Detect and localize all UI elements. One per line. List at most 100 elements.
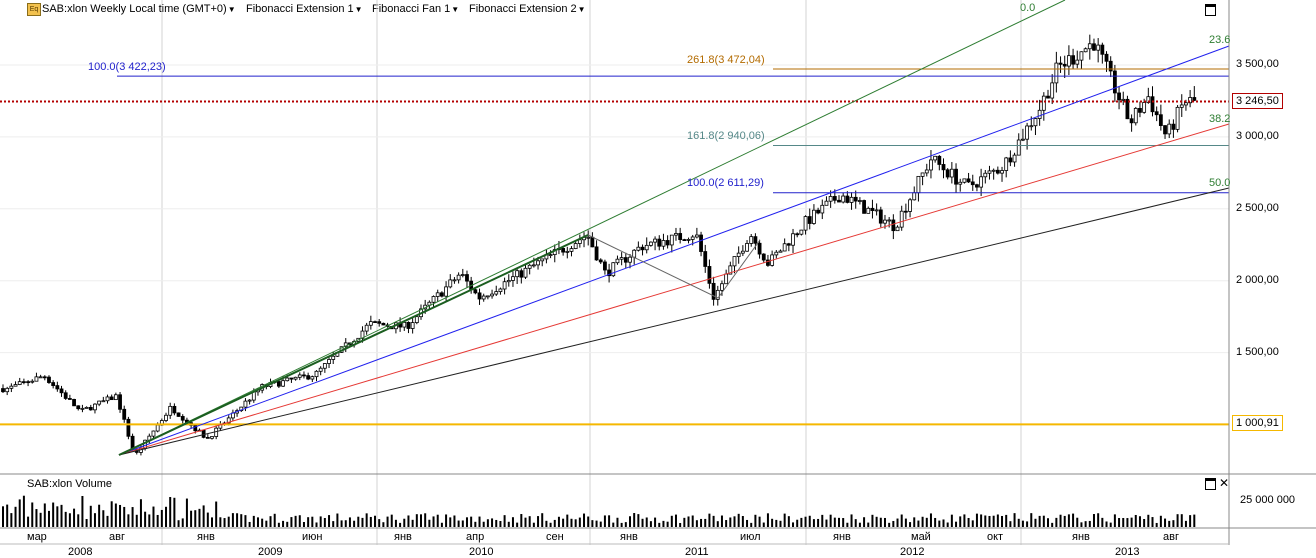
candle-body: [1092, 43, 1096, 51]
volume-bar: [687, 516, 690, 527]
volume-bar: [1168, 520, 1171, 527]
fib-fan-0-line: [118, 0, 1066, 456]
volume-bar: [390, 514, 393, 527]
candle-body: [84, 406, 89, 409]
candle-body: [1125, 98, 1130, 120]
candle-body: [887, 219, 892, 222]
candle-body: [502, 281, 507, 290]
menu-fibonacci-fan-1[interactable]: Fibonacci Fan 1▼: [372, 3, 459, 15]
candle-body: [1075, 59, 1080, 65]
candle-body: [678, 233, 683, 240]
candle-body: [1046, 95, 1050, 99]
close-icon[interactable]: ✕: [1219, 476, 1230, 490]
maximize-icon[interactable]: [1205, 478, 1216, 490]
volume-bar: [988, 515, 991, 527]
price-tick: 2 000,00: [1236, 274, 1279, 286]
volume-bar: [223, 518, 226, 527]
volume-bar: [879, 517, 882, 527]
maximize-icon[interactable]: [1205, 4, 1216, 16]
candle-body: [674, 233, 678, 236]
candle-body: [30, 380, 35, 383]
volume-bars: [2, 495, 1196, 527]
candle-body: [941, 164, 946, 171]
volume-bar: [336, 513, 339, 527]
volume-bar: [750, 522, 753, 527]
volume-bar: [971, 520, 974, 527]
candle-body: [778, 250, 783, 253]
year-label: 2011: [685, 546, 709, 558]
month-label: мар: [27, 531, 47, 543]
chart-title[interactable]: SAB:xlon Weekly Local time (GMT+0)▼: [42, 3, 236, 15]
volume-bar: [904, 518, 907, 527]
volume-bar: [1030, 513, 1033, 527]
candle-body: [281, 380, 285, 387]
volume-bar: [921, 516, 924, 527]
candle-body: [803, 216, 808, 231]
candle-body: [536, 260, 540, 266]
volume-bar: [110, 501, 113, 527]
volume-bar: [461, 520, 464, 527]
menu-fibonacci-extension-1[interactable]: Fibonacci Extension 1▼: [246, 3, 363, 15]
volume-bar: [833, 517, 836, 527]
candle-body: [226, 417, 231, 424]
volume-bar: [252, 515, 255, 527]
candle-body: [878, 209, 883, 224]
volume-bar: [683, 517, 686, 527]
candle-body: [331, 355, 336, 360]
volume-bar: [156, 514, 159, 527]
menu-fibonacci-extension-2[interactable]: Fibonacci Extension 2▼: [469, 3, 586, 15]
candle-body: [724, 273, 729, 285]
volume-bar: [591, 520, 594, 527]
volume-bar: [206, 512, 209, 527]
candle-body: [473, 289, 478, 294]
candle-body: [949, 168, 954, 178]
candle-body: [105, 396, 110, 402]
volume-bar: [708, 513, 711, 527]
candle-body: [908, 199, 912, 212]
candle-body: [1071, 55, 1075, 65]
chevron-down-icon: ▼: [577, 5, 586, 14]
candle-body: [21, 381, 26, 384]
candle-body: [1087, 43, 1092, 50]
volume-bar: [436, 514, 439, 527]
volume-bar: [562, 518, 565, 527]
volume-bar: [39, 512, 42, 527]
volume-bar: [202, 505, 205, 527]
candle-body: [1012, 154, 1017, 163]
candle-body: [711, 282, 716, 300]
volume-bar: [185, 498, 188, 527]
volume-bar: [1164, 518, 1167, 527]
volume-bar: [557, 516, 560, 527]
volume-bar: [399, 522, 402, 527]
candle-body: [820, 204, 825, 214]
volume-bar: [344, 520, 347, 527]
candle-body: [590, 236, 595, 248]
candle-body: [753, 236, 758, 244]
candle-body: [373, 321, 377, 323]
candle-body: [498, 288, 503, 293]
candle-body: [895, 226, 900, 232]
candle-body: [703, 251, 708, 267]
volume-bar: [1013, 513, 1016, 527]
candle-body: [1163, 125, 1167, 135]
candle-body: [924, 169, 929, 174]
candle-body: [1050, 82, 1055, 99]
symbol-icon[interactable]: Eq: [27, 3, 41, 16]
volume-bar: [348, 517, 351, 527]
volume-bar: [771, 518, 774, 527]
candle-body: [435, 292, 440, 297]
candle-body: [318, 367, 323, 372]
volume-bar: [298, 515, 301, 527]
candle-body: [314, 370, 319, 378]
candle-body: [757, 242, 762, 255]
volume-bar: [1193, 514, 1196, 527]
volume-bar: [52, 502, 55, 527]
volume-bar: [1105, 521, 1108, 527]
chevron-down-icon: ▼: [354, 5, 363, 14]
volume-bar: [227, 516, 230, 527]
volume-bar: [14, 506, 17, 527]
volume-bar: [674, 514, 677, 527]
volume-bar: [1172, 520, 1175, 527]
candle-body: [122, 408, 127, 420]
